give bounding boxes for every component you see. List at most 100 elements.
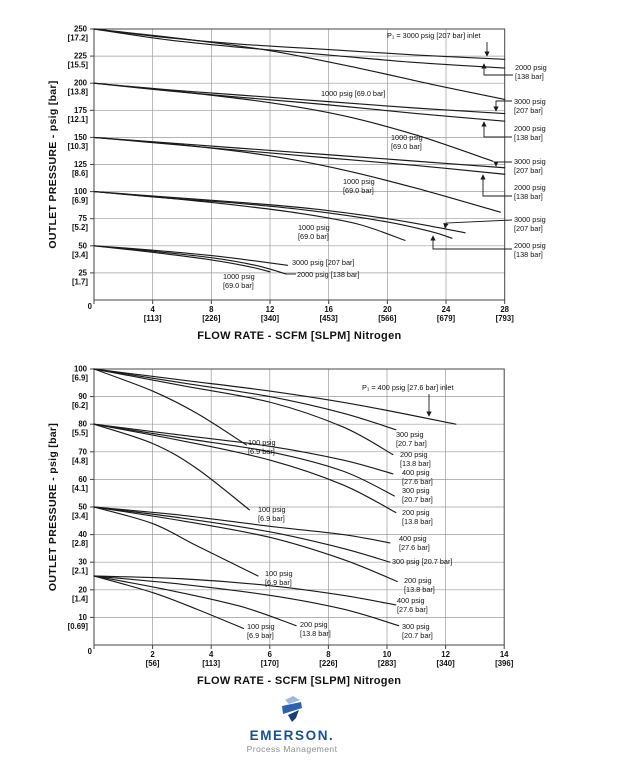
y-tick-label: 90 [78,392,87,401]
curve-outlet-150-psig-inlet-3000-psig-207-bar- [93,136,506,169]
y-tick-label: 25 [78,268,87,277]
x-tick-label: 4 [150,305,155,314]
curve-outlet-80-psig-inlet-100-psig-6-9-bar- [93,423,250,511]
x-tick-label: 12 [441,650,450,659]
chart-low-pressure-flow-curves: 100[6.9]90[6.2]80[5.5]70[4.8]60[4.1]50[3… [47,365,514,688]
annotation-leader-line [493,161,512,167]
annotation-label: [6.9 bar] [248,447,275,456]
x-tick-sublabel: [679] [437,314,456,323]
curve-outlet-50-psig-inlet-100-psig-6-9-bar- [93,506,259,577]
x-tick-label: 8 [326,650,331,659]
x-tick-sublabel: [340] [261,314,280,323]
annotation-label: 2000 psig [515,63,547,72]
icon-band-middle [282,702,302,714]
annotation-leader-line [493,100,512,112]
x-axis-title: FLOW RATE - SCFM [SLPM] Nitrogen [197,330,401,342]
y-axis-title: OUTLET PRESSURE - psig [bar] [47,423,59,591]
curve-outlet-250-psig-inlet-2000-psig-138-bar- [93,28,506,69]
x-tick-label: 20 [383,305,392,314]
emerson-spinner-icon [282,696,302,722]
annotation-label: [13.8 bar] [402,517,433,526]
y-tick-label: 50 [78,241,87,250]
x-tick-label: 4 [209,650,214,659]
annotation-label: [13.8 bar] [400,459,431,468]
annotation-label: [20.7 bar] [396,439,427,448]
y-tick-label: 100 [74,365,88,374]
x-tick-label: 0 [88,647,93,656]
curve-outlet-100-psig-inlet-100-psig-6-9-bar- [93,368,247,446]
annotation-label: 1000 psig [223,272,255,281]
curve-outlet-50-psig-inlet-2000-psig-138-bar- [93,245,287,275]
annotation-label: 300 psig [402,622,430,631]
curve-outlet-100-psig-inlet-3000-psig-207-bar- [93,191,466,234]
annotation-label: 200 psig [404,576,432,585]
y-tick-label: 200 [74,79,88,88]
y-tick-sublabel: [1.7] [72,277,88,286]
x-tick-sublabel: [113] [202,659,220,668]
annotation-label: 1000 psig [343,177,375,186]
annotation-label: 100 psig [258,505,286,514]
annotation-label: [138 bar] [514,250,543,259]
annotation-label: 100 psig [248,438,276,447]
x-tick-sublabel: [340] [436,659,455,668]
annotation-label: 2000 psig [514,241,546,250]
y-tick-sublabel: [5.5] [72,429,88,438]
y-tick-sublabel: [13.8] [68,88,89,97]
annotation-label: [20.7 bar] [402,631,433,640]
annotation-label: [69.0 bar] [391,142,422,151]
x-tick-label: 2 [150,650,155,659]
x-tick-sublabel: [793] [496,314,515,323]
annotation-label: [207 bar] [514,224,543,233]
curve-outlet-50-psig-inlet-1000-psig-69-0-bar- [93,245,271,273]
annotation-label: 200 psig [300,620,328,629]
x-tick-sublabel: [283] [378,659,397,668]
x-tick-sublabel: [56] [146,659,160,668]
curve-outlet-100-psig-inlet-400-psig-27-6-bar- [93,368,457,425]
annotation-label: 400 psig [397,596,425,605]
y-axis-title: OUTLET PRESSURE - psig [bar] [47,80,59,248]
y-tick-sublabel: [6.9] [72,374,88,383]
curve-outlet-25-psig-inlet-100-psig-6-9-bar- [93,575,245,630]
curve-outlet-80-psig-inlet-200-psig-13-8-bar- [93,423,397,514]
y-tick-sublabel: [6.9] [72,196,88,205]
curve-outlet-200-psig-inlet-3000-psig-207-bar- [93,82,506,115]
annotation-label: 3000 psig [514,157,546,166]
x-axis-title: FLOW RATE - SCFM [SLPM] Nitrogen [197,675,401,687]
annotation-leader-line [481,121,512,138]
y-tick-sublabel: [1.4] [72,594,88,603]
annotation-label: P₁ = 3000 psig [207 bar] inlet [387,31,481,40]
annotation-label: [207 bar] [514,106,543,115]
curve-outlet-100-psig-inlet-2000-psig-138-bar- [93,191,453,239]
flow-curves-figure: 250[17.2]225[15.5]200[13.8]175[12.1]150[… [47,25,547,688]
y-tick-label: 100 [74,187,88,196]
x-tick-label: 16 [324,305,333,314]
curve-outlet-100-psig-inlet-1000-psig-69-0-bar- [93,191,406,241]
y-tick-sublabel: [0.69] [68,622,89,631]
annotation-label: [207 bar] [514,166,543,175]
annotation-label: 2000 psig [138 bar] [297,270,359,279]
x-tick-label: 12 [266,305,275,314]
x-tick-sublabel: [396] [495,659,514,668]
annotation-label: 200 psig [402,508,430,517]
x-tick-label: 6 [268,650,273,659]
annotation-label: [6.9 bar] [247,631,274,640]
curve-outlet-80-psig-inlet-300-psig-20-7-bar- [93,423,395,497]
x-tick-sublabel: [226] [319,659,338,668]
curve-outlet-50-psig-inlet-3000-psig-207-bar- [93,245,289,266]
y-tick-label: 250 [74,25,88,34]
y-tick-sublabel: [17.2] [68,34,89,43]
annotation-label: 1000 psig [298,223,330,232]
curve-outlet-25-psig-inlet-200-psig-13-8-bar- [93,575,297,627]
y-tick-label: 30 [78,558,87,567]
curve-outlet-80-psig-inlet-400-psig-27-6-bar- [93,423,394,475]
y-tick-label: 225 [74,52,88,61]
annotation-label: 3000 psig [514,215,546,224]
annotation-label: [13.8 bar] [300,629,331,638]
annotation-label: 300 psig [20.7 bar] [392,557,452,566]
annotation-label: [69.0 bar] [343,186,374,195]
y-tick-sublabel: [8.6] [72,169,88,178]
y-tick-label: 75 [78,214,87,223]
curve-outlet-150-psig-inlet-1000-psig-69-0-bar- [93,136,501,213]
annotation-label: [27.6 bar] [402,477,433,486]
